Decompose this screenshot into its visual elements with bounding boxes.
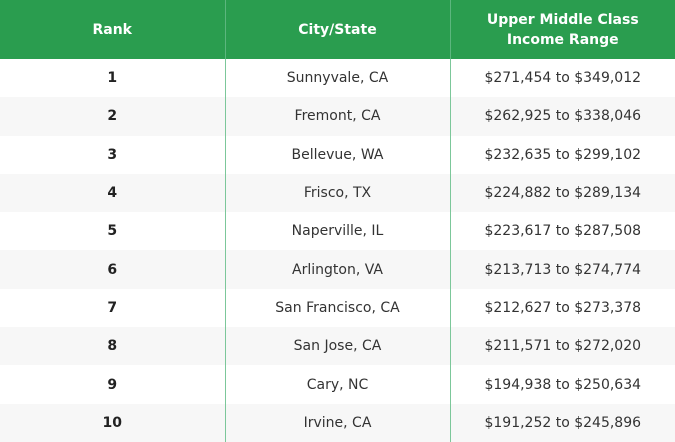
city-cell: Naperville, IL [224, 212, 450, 251]
table-header: Rank City/State Upper Middle Class Incom… [0, 0, 675, 59]
table-row: 5 Naperville, IL $223,617 to $287,508 [0, 212, 675, 251]
table-row: 6 Arlington, VA $213,713 to $274,774 [0, 250, 675, 289]
city-cell: Fremont, CA [224, 97, 450, 136]
header-cell: Upper Middle Class Income Range [449, 0, 675, 59]
city-cell: Irvine, CA [224, 403, 450, 442]
income-range-cell: $211,571 to $272,020 [449, 327, 675, 366]
rank-cell: 5 [107, 223, 118, 240]
income-range-cell: $223,617 to $287,508 [449, 212, 675, 251]
city-cell: Cary, NC [224, 365, 450, 404]
city-cell: San Francisco, CA [224, 288, 450, 328]
rank-cell: 6 [0, 250, 225, 289]
rank-cell: 3 [107, 146, 118, 163]
rank-cell: 10 [0, 403, 225, 442]
city-cell: San Jose, CA [224, 327, 450, 366]
income-range-cell: $271,454 to $349,012 [449, 59, 675, 98]
income-range-cell: $262,925 to $338,046 [449, 97, 675, 136]
rank-cell: 7 [107, 299, 118, 316]
income-range-cell: $232,635 to $299,102 [449, 135, 675, 174]
table-row: 1 Sunnyvale, CA $271,454 to $349,012 [0, 59, 675, 98]
table-row: 7 San Francisco, CA $212,627 to $273,378 [0, 288, 675, 328]
rank-cell: 4 [0, 173, 225, 213]
table-row: 2 Fremont, CA $262,925 to $338,046 [0, 97, 675, 136]
table-body: 1 Sunnyvale, CA $271,454 to $349,012 2 Fremo… [0, 59, 675, 442]
rank-cell: 2 [0, 97, 225, 136]
table-row: 8 San Jose, CA $211,571 to $272,020 [0, 327, 675, 366]
rank-cell: 9 [107, 376, 118, 393]
header-row: Rank City/State Upper Middle Class Incom… [0, 0, 675, 59]
table-row: 10 Irvine, CA $191,252 to $245,896 [0, 403, 675, 442]
income-range-cell: $212,627 to $273,378 [449, 288, 675, 328]
income-range-cell: $224,882 to $289,134 [449, 173, 675, 213]
city-cell: Frisco, TX [224, 173, 450, 213]
table-row: 3 Bellevue, WA $232,635 to $299,102 [0, 135, 675, 174]
rank-cell: 1 [107, 70, 118, 87]
income-range-cell: $191,252 to $245,896 [449, 403, 675, 442]
table-row: 4 Frisco, TX $224,882 to $289,134 [0, 173, 675, 213]
city-cell: Bellevue, WA [224, 135, 450, 174]
city-cell: Sunnyvale, CA [224, 59, 450, 98]
table-row: 9 Cary, NC $194,938 to $250,634 [0, 365, 675, 404]
rank-cell: 8 [0, 327, 225, 366]
city-cell: Arlington, VA [224, 250, 450, 289]
income-range-cell: $213,713 to $274,774 [449, 250, 675, 289]
header-cell: City/State [224, 0, 450, 59]
header-cell: Rank [0, 0, 225, 59]
income-range-cell: $194,938 to $250,634 [449, 365, 675, 404]
